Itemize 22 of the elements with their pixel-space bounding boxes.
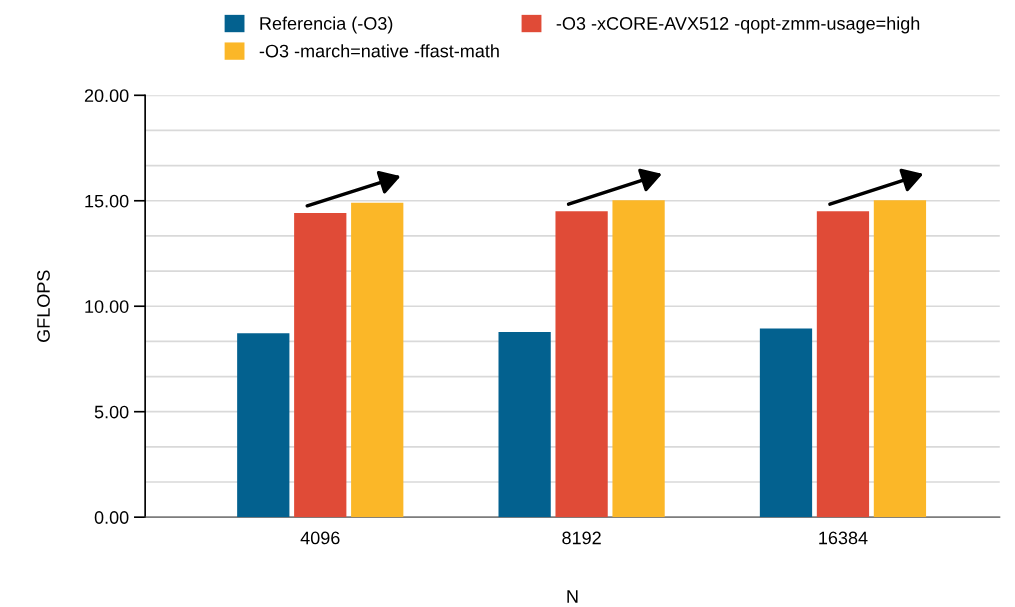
bar (873, 200, 927, 518)
bar (555, 211, 608, 518)
y-tick-label: 0.00 (94, 511, 129, 524)
bar (351, 202, 404, 518)
y-axis-title: GFLOPS (37, 270, 50, 342)
legend-label: -O3 -xCORE-AVX512 -qopt-zmm-usage=high (556, 16, 920, 34)
bar (759, 328, 813, 518)
y-tick-label: 10.00 (85, 300, 129, 313)
x-tick-label: 4096 (300, 531, 340, 545)
legend-label: Referencia (-O3) (260, 16, 393, 34)
bar (237, 333, 290, 518)
x-tick-label: 8192 (562, 531, 601, 545)
y-tick-label: 15.00 (85, 194, 129, 208)
y-tick-label: 5.00 (94, 405, 129, 419)
bar (612, 200, 665, 518)
bar (816, 211, 870, 518)
y-tick-label: 20.00 (84, 89, 129, 103)
bar (294, 213, 347, 518)
legend-label: -O3 -march=native -ffast-math (259, 44, 499, 58)
x-axis-title: N (567, 590, 578, 603)
x-tick-label: 16384 (819, 531, 868, 545)
bar (498, 331, 551, 518)
